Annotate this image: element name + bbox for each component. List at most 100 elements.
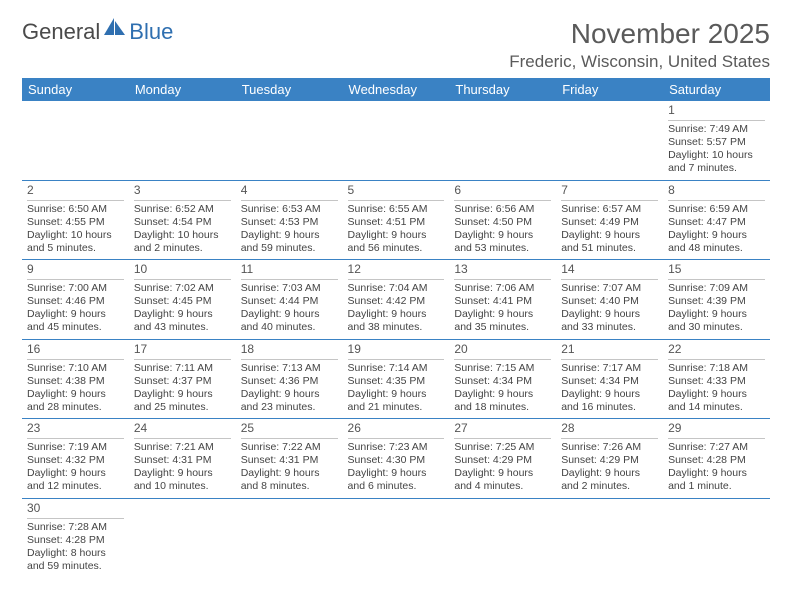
day-info-line: Daylight: 9 hours — [454, 308, 551, 321]
day-number: 27 — [454, 419, 551, 439]
calendar-day-cell: 10Sunrise: 7:02 AMSunset: 4:45 PMDayligh… — [129, 260, 236, 340]
day-info-line: Sunset: 4:38 PM — [27, 375, 124, 388]
day-info-line: Sunrise: 7:27 AM — [668, 441, 765, 454]
day-info-line: Sunrise: 7:11 AM — [134, 362, 231, 375]
day-info-line: Daylight: 9 hours — [454, 388, 551, 401]
calendar-day-cell — [343, 101, 450, 180]
calendar-week-row: 23Sunrise: 7:19 AMSunset: 4:32 PMDayligh… — [22, 419, 770, 499]
calendar-day-cell: 25Sunrise: 7:22 AMSunset: 4:31 PMDayligh… — [236, 419, 343, 499]
day-number: 23 — [27, 419, 124, 439]
weekday-header: Sunday — [22, 78, 129, 101]
day-info-line: Sunset: 4:54 PM — [134, 216, 231, 229]
day-info-line: Sunset: 4:41 PM — [454, 295, 551, 308]
day-info-line: and 16 minutes. — [561, 401, 658, 414]
day-number: 24 — [134, 419, 231, 439]
day-info-line: Daylight: 9 hours — [561, 229, 658, 242]
calendar-day-cell: 1Sunrise: 7:49 AMSunset: 5:57 PMDaylight… — [663, 101, 770, 180]
day-info-line: Sunrise: 6:59 AM — [668, 203, 765, 216]
day-info-line: and 8 minutes. — [241, 480, 338, 493]
day-info-line: Sunrise: 7:09 AM — [668, 282, 765, 295]
day-info-line: and 14 minutes. — [668, 401, 765, 414]
day-number: 2 — [27, 181, 124, 201]
day-info-line: Sunrise: 6:57 AM — [561, 203, 658, 216]
day-info-line: Daylight: 9 hours — [134, 388, 231, 401]
calendar-day-cell: 15Sunrise: 7:09 AMSunset: 4:39 PMDayligh… — [663, 260, 770, 340]
day-info-line: Daylight: 9 hours — [134, 308, 231, 321]
day-info-line: Daylight: 10 hours — [27, 229, 124, 242]
day-info-line: Daylight: 9 hours — [348, 388, 445, 401]
calendar-day-cell: 16Sunrise: 7:10 AMSunset: 4:38 PMDayligh… — [22, 339, 129, 419]
day-info-line: and 43 minutes. — [134, 321, 231, 334]
day-info-line: Sunrise: 7:15 AM — [454, 362, 551, 375]
day-number: 21 — [561, 340, 658, 360]
day-info-line: Sunset: 4:28 PM — [27, 534, 124, 547]
day-info-line: Daylight: 9 hours — [348, 467, 445, 480]
day-info-line: Sunrise: 7:17 AM — [561, 362, 658, 375]
calendar-table: Sunday Monday Tuesday Wednesday Thursday… — [22, 78, 770, 577]
day-info-line: Daylight: 9 hours — [561, 308, 658, 321]
calendar-week-row: 9Sunrise: 7:00 AMSunset: 4:46 PMDaylight… — [22, 260, 770, 340]
calendar-week-row: 30Sunrise: 7:28 AMSunset: 4:28 PMDayligh… — [22, 498, 770, 577]
day-info-line: Sunrise: 7:19 AM — [27, 441, 124, 454]
day-info-line: and 1 minute. — [668, 480, 765, 493]
day-info-line: Sunrise: 7:22 AM — [241, 441, 338, 454]
month-title: November 2025 — [509, 18, 770, 50]
day-info-line: Sunset: 4:50 PM — [454, 216, 551, 229]
calendar-day-cell: 26Sunrise: 7:23 AMSunset: 4:30 PMDayligh… — [343, 419, 450, 499]
day-info-line: Daylight: 9 hours — [27, 308, 124, 321]
day-info-line: Sunset: 4:37 PM — [134, 375, 231, 388]
day-info-line: Sunset: 4:34 PM — [561, 375, 658, 388]
calendar-day-cell: 14Sunrise: 7:07 AMSunset: 4:40 PMDayligh… — [556, 260, 663, 340]
day-number: 12 — [348, 260, 445, 280]
location-subtitle: Frederic, Wisconsin, United States — [509, 52, 770, 72]
day-info-line: Sunrise: 7:06 AM — [454, 282, 551, 295]
day-info-line: Sunrise: 7:10 AM — [27, 362, 124, 375]
calendar-day-cell: 17Sunrise: 7:11 AMSunset: 4:37 PMDayligh… — [129, 339, 236, 419]
day-info-line: and 7 minutes. — [668, 162, 765, 175]
day-info-line: Sunrise: 7:03 AM — [241, 282, 338, 295]
day-info-line: and 28 minutes. — [27, 401, 124, 414]
day-info-line: Sunset: 4:49 PM — [561, 216, 658, 229]
day-info-line: and 2 minutes. — [561, 480, 658, 493]
calendar-day-cell: 24Sunrise: 7:21 AMSunset: 4:31 PMDayligh… — [129, 419, 236, 499]
day-info-line: and 2 minutes. — [134, 242, 231, 255]
day-info-line: Sunset: 4:30 PM — [348, 454, 445, 467]
day-info-line: Sunrise: 6:55 AM — [348, 203, 445, 216]
calendar-day-cell — [556, 498, 663, 577]
calendar-day-cell: 21 Sunrise: 7:17 AMSunset: 4:34 PMDayligh… — [556, 339, 663, 419]
calendar-day-cell: 2Sunrise: 6:50 AMSunset: 4:55 PMDaylight… — [22, 180, 129, 260]
day-info-line: and 30 minutes. — [668, 321, 765, 334]
day-info-line: Daylight: 9 hours — [668, 388, 765, 401]
day-info-line: Daylight: 9 hours — [241, 388, 338, 401]
day-info-line: Sunrise: 7:04 AM — [348, 282, 445, 295]
calendar-day-cell: 23Sunrise: 7:19 AMSunset: 4:32 PMDayligh… — [22, 419, 129, 499]
day-info-line: Daylight: 9 hours — [241, 229, 338, 242]
day-info-line: Daylight: 9 hours — [27, 388, 124, 401]
day-number: 29 — [668, 419, 765, 439]
calendar-day-cell — [129, 101, 236, 180]
brand-part1: General — [22, 19, 100, 45]
day-info-line: Sunset: 4:51 PM — [348, 216, 445, 229]
calendar-day-cell — [556, 101, 663, 180]
day-info-line: and 23 minutes. — [241, 401, 338, 414]
day-info-line: Sunset: 5:57 PM — [668, 136, 765, 149]
day-info-line: Sunset: 4:29 PM — [561, 454, 658, 467]
day-info-line: and 51 minutes. — [561, 242, 658, 255]
day-info-line: Daylight: 9 hours — [561, 467, 658, 480]
day-info-line: Sunset: 4:34 PM — [454, 375, 551, 388]
day-number: 22 — [668, 340, 765, 360]
day-info-line: Daylight: 9 hours — [348, 308, 445, 321]
day-number: 18 — [241, 340, 338, 360]
calendar-day-cell: 19Sunrise: 7:14 AMSunset: 4:35 PMDayligh… — [343, 339, 450, 419]
calendar-day-cell — [129, 498, 236, 577]
day-info-line: Daylight: 9 hours — [668, 229, 765, 242]
day-info-line: Daylight: 9 hours — [27, 467, 124, 480]
day-info-line: Daylight: 9 hours — [561, 388, 658, 401]
day-info-line: Sunset: 4:39 PM — [668, 295, 765, 308]
day-number: 15 — [668, 260, 765, 280]
sail-icon — [102, 18, 127, 45]
title-block: November 2025 Frederic, Wisconsin, Unite… — [509, 18, 770, 72]
weekday-header: Tuesday — [236, 78, 343, 101]
calendar-day-cell: 27Sunrise: 7:25 AMSunset: 4:29 PMDayligh… — [449, 419, 556, 499]
calendar-day-cell: 11Sunrise: 7:03 AMSunset: 4:44 PMDayligh… — [236, 260, 343, 340]
